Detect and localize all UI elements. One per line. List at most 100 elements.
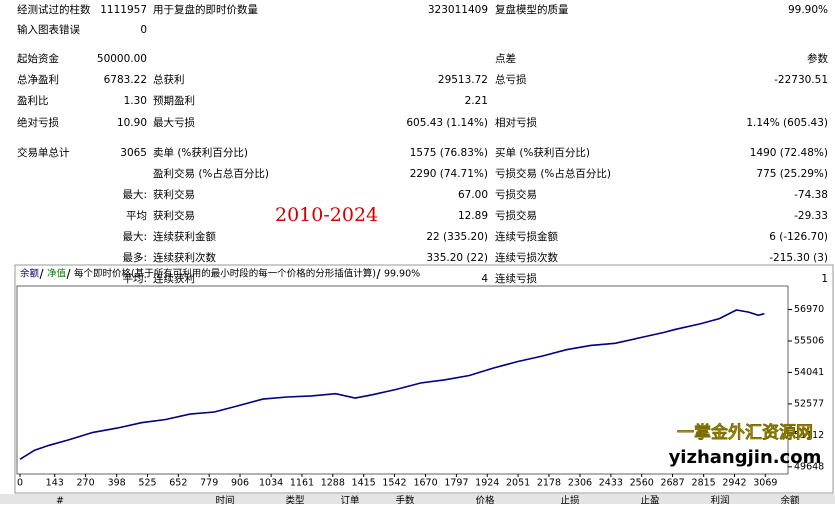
report-cell: 卖单 (%获利百分比)	[153, 146, 248, 159]
report-cell: 10.90	[117, 117, 147, 129]
column-header: 订单	[340, 495, 360, 505]
x-tick-label: 1034	[259, 478, 283, 489]
x-tick-label: 2051	[506, 478, 530, 489]
trades-header-bar	[0, 494, 835, 504]
report-cell: 总净盈利	[17, 73, 59, 86]
report-cell: 6783.22	[104, 74, 147, 86]
report-cell: 总获利	[153, 73, 185, 86]
report-cell: 经测试过的柱数	[17, 3, 91, 16]
column-header: 余额	[780, 495, 800, 505]
column-header: 时间	[215, 495, 234, 505]
report-cell: 335.20 (22)	[426, 252, 488, 264]
y-tick-label: 54041	[794, 367, 824, 378]
report-cell: 亏损交易	[495, 209, 537, 222]
column-header: 类型	[285, 495, 305, 505]
x-tick-label: 1670	[413, 478, 437, 489]
x-tick-label: 1415	[352, 478, 376, 489]
report-cell: 连续亏损次数	[495, 251, 558, 264]
report-cell: -74.38	[794, 189, 828, 201]
report-cell: 99.90%	[788, 4, 828, 16]
legend-entry: 净值	[47, 268, 67, 280]
report-cell: 1.30	[124, 95, 147, 107]
report-cell: 775 (25.29%)	[756, 168, 828, 180]
report-cell: 4	[481, 273, 488, 285]
report-cell: 605.43 (1.14%)	[406, 117, 488, 129]
x-tick-label: 1924	[475, 478, 499, 489]
y-tick-label: 56970	[794, 304, 824, 315]
y-tick-label: 52577	[794, 398, 824, 409]
report-cell: 0	[140, 24, 147, 36]
report-cell: 1	[821, 273, 828, 285]
report-cell: 预期盈利	[153, 95, 195, 107]
x-tick-label: 2815	[692, 478, 716, 489]
y-tick-label: 51112	[794, 430, 824, 441]
report-cell: 2290 (74.71%)	[410, 168, 488, 180]
column-header: 价格	[475, 495, 495, 505]
plot-area	[16, 285, 789, 475]
report-cell: 最大:	[122, 230, 147, 243]
x-tick-label: 1161	[290, 478, 314, 489]
report-cell: 盈利交易 (%占总百分比)	[153, 167, 269, 180]
x-tick-label: 3069	[753, 478, 777, 489]
x-tick-label: 143	[46, 478, 64, 489]
report-cell: 连续亏损金额	[495, 230, 558, 243]
report-cell: 最大:	[122, 188, 147, 201]
report-cell: 1575 (76.83%)	[410, 147, 488, 159]
x-tick-label: 270	[77, 478, 95, 489]
report-cell: 1111957	[100, 4, 147, 16]
report-cell: 22 (335.20)	[426, 231, 488, 243]
column-header: 利润	[710, 495, 729, 505]
report-cell: 复盘模型的质量	[495, 3, 569, 16]
x-tick-label: 2560	[630, 478, 654, 489]
report-cell: 1.14% (605.43)	[746, 117, 828, 129]
report-cell: 起始资金	[17, 52, 59, 65]
x-tick-label: 652	[169, 478, 187, 489]
x-tick-label: 0	[17, 478, 23, 489]
legend-entry: 余额	[20, 268, 40, 280]
x-tick-label: 1288	[321, 478, 345, 489]
report-cell: 连续获利次数	[153, 251, 216, 264]
legend-separator	[39, 268, 44, 280]
x-tick-label: 2306	[568, 478, 592, 489]
x-tick-label: 398	[108, 478, 126, 489]
column-header: #	[56, 496, 64, 505]
watermark: yizhangjin.com	[669, 447, 822, 468]
report-cell: 3065	[120, 147, 147, 159]
x-tick-label: 779	[200, 478, 218, 489]
y-tick-label: 55506	[794, 335, 824, 346]
report-cell: 获利交易	[153, 188, 195, 201]
report-cell: -215.30 (3)	[769, 252, 828, 264]
y-tick-label: 49648	[794, 461, 824, 472]
report-cell: 获利交易	[153, 209, 195, 222]
report-cell: 总亏损	[495, 73, 527, 86]
column-header: 止盈	[640, 495, 660, 505]
legend-entry: 每个即时价格(基于所有可利用的最小时段的每一个价格的分形插值计算)	[74, 268, 376, 280]
x-tick-label: 525	[138, 478, 156, 489]
x-tick-label: 1542	[382, 478, 406, 489]
report-cell: -29.33	[794, 210, 828, 222]
report-cell: 亏损交易 (%占总百分比)	[495, 167, 611, 180]
report-cell: 50000.00	[97, 53, 147, 65]
report-cell: 最多:	[122, 251, 147, 264]
report-cell: 参数	[807, 52, 828, 65]
column-header: 止损	[560, 495, 580, 505]
report-cell: 连续亏损	[495, 272, 537, 285]
report-cell: 323011409	[428, 4, 488, 16]
column-header: 手数	[395, 495, 415, 505]
watermark: 一掌金外汇资源网	[677, 422, 813, 443]
x-tick-label: 2433	[599, 478, 623, 489]
report-cell: 相对亏损	[495, 116, 537, 129]
report-cell: 平均:	[122, 273, 147, 285]
report-cell: 2.21	[465, 95, 488, 107]
period-annotation: 2010-2024	[275, 204, 378, 226]
report-cell: 1490 (72.48%)	[750, 147, 828, 159]
report-cell: 交易单总计	[17, 146, 70, 159]
x-tick-label: 1797	[444, 478, 468, 489]
legend-entry: 99.90%	[384, 269, 420, 280]
x-tick-label: 2942	[722, 478, 746, 489]
report-cell: 连续获利金额	[153, 230, 216, 243]
report-cell: 输入图表错误	[17, 23, 80, 36]
report-cell: 29513.72	[438, 74, 488, 86]
report-cell: 亏损交易	[495, 188, 537, 201]
